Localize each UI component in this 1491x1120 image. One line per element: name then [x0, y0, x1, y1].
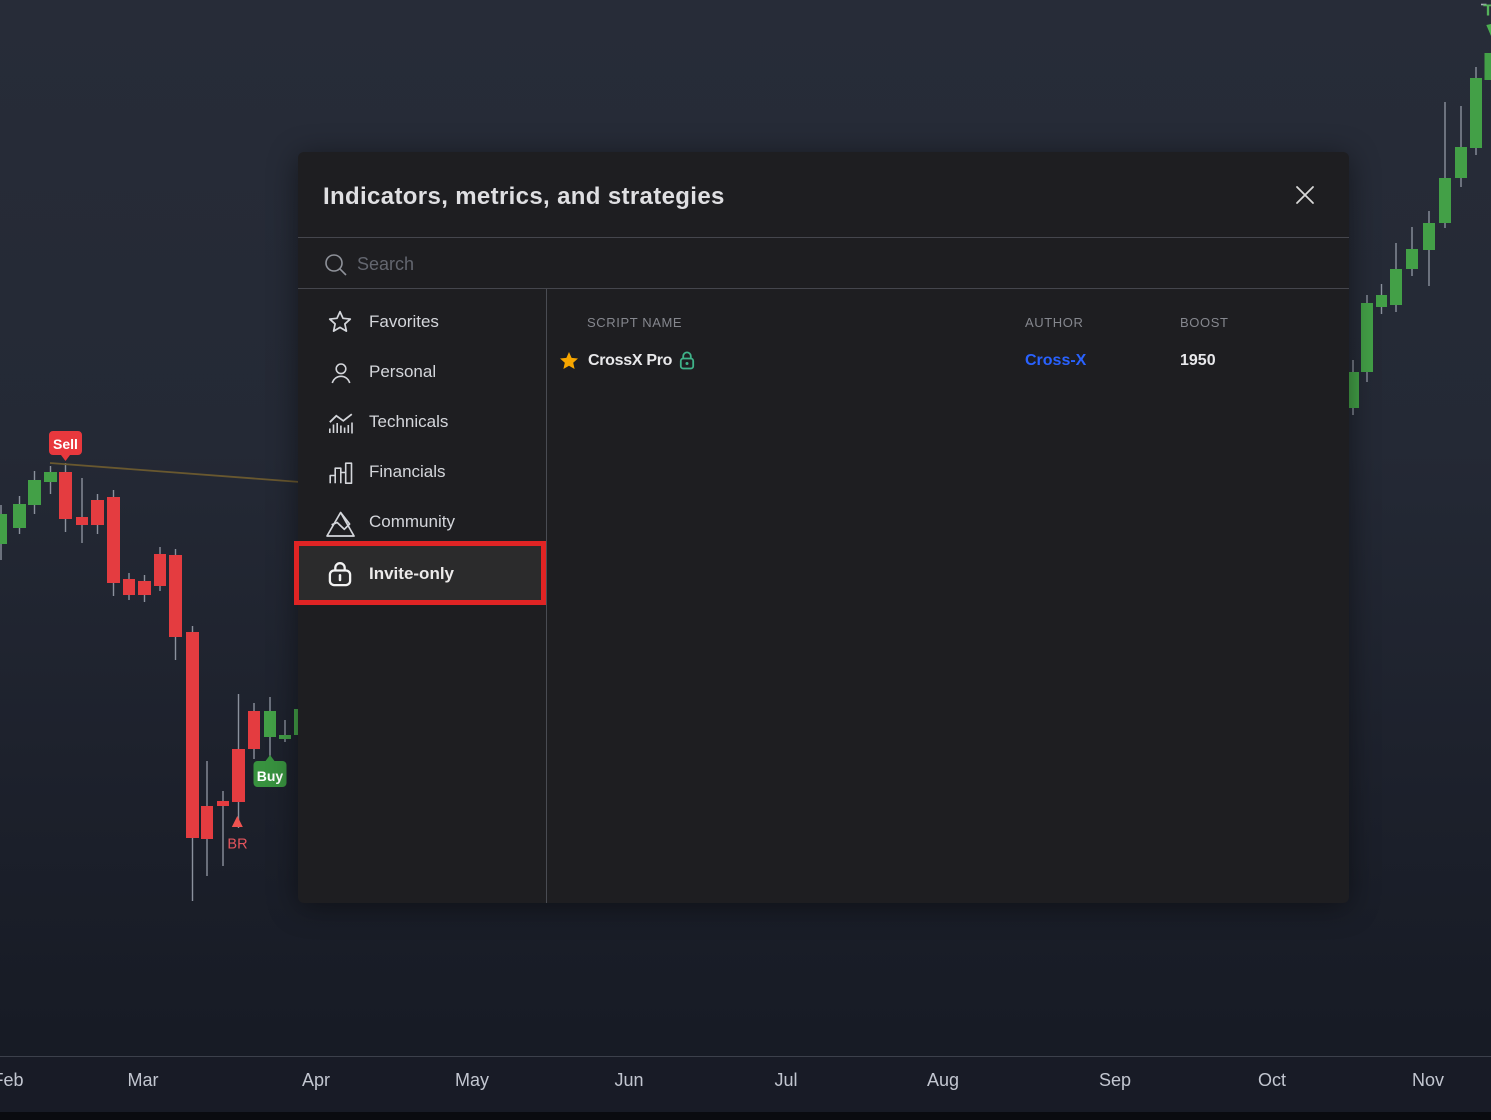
svg-text:T: T [1483, 3, 1491, 20]
svg-text:Buy: Buy [257, 768, 284, 784]
svg-text:BR: BR [227, 837, 247, 853]
svg-text:Sell: Sell [53, 436, 78, 452]
